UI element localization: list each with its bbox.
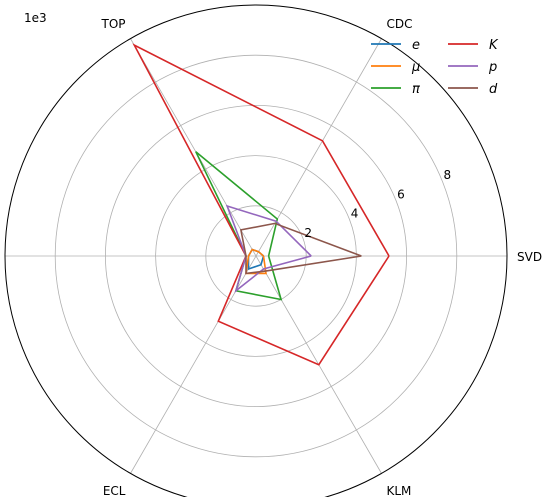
legend-item-1: μ	[371, 60, 420, 75]
legend-item-3: K	[448, 38, 499, 53]
scale-label: 1e3	[24, 11, 47, 25]
polar-frame	[4, 4, 508, 497]
legend-label-0: e	[412, 38, 420, 53]
grid-layer	[4, 4, 508, 497]
legend-label-4: p	[488, 60, 497, 75]
legend-item-5: d	[448, 82, 498, 97]
label-layer: SVDCDCTOPARICHECLKLM2468	[100, 17, 542, 497]
legend-item-2: π	[371, 82, 420, 97]
legend-item-4: p	[448, 60, 497, 75]
series-line-3	[132, 43, 390, 366]
legend-label-3: K	[489, 38, 499, 53]
r-tick-label-2: 6	[397, 187, 405, 201]
r-tick-label-3: 8	[444, 168, 452, 182]
category-label-4: ECL	[103, 484, 126, 497]
series-layer	[132, 43, 390, 366]
spoke-2	[130, 38, 257, 257]
r-tick-label-1: 4	[351, 207, 359, 221]
category-label-1: CDC	[387, 17, 413, 31]
legend-label-5: d	[489, 82, 498, 97]
series-line-1	[245, 248, 267, 275]
legend: eμπ Kpd	[371, 38, 499, 97]
series-line-5	[239, 222, 362, 275]
category-label-0: SVD	[517, 250, 542, 264]
r-tick-label-0: 2	[304, 226, 312, 240]
legend-item-0: e	[371, 38, 420, 53]
category-label-5: KLM	[387, 484, 412, 497]
legend-label-2: π	[412, 82, 420, 97]
category-label-2: TOP	[100, 17, 125, 31]
legend-label-1: μ	[411, 60, 420, 75]
